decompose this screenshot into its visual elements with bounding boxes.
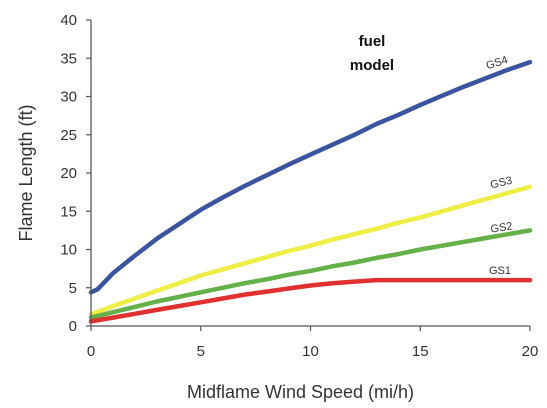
y-tick-label: 25 bbox=[60, 127, 77, 144]
x-tick-label: 15 bbox=[412, 343, 429, 360]
y-tick-label: 30 bbox=[60, 89, 77, 106]
x-tick-label: 0 bbox=[87, 343, 95, 360]
y-tick-label: 15 bbox=[60, 203, 77, 220]
x-tick-label: 20 bbox=[522, 343, 539, 360]
x-tick-label: 10 bbox=[302, 343, 319, 360]
y-ticks: 0 5 10 15 20 25 30 35 40 bbox=[60, 12, 91, 335]
series-line-gs2 bbox=[88, 228, 533, 320]
series-line-gs1 bbox=[88, 277, 533, 324]
y-tick-label: 5 bbox=[69, 280, 77, 297]
x-axis-title: Midflame Wind Speed (mi/h) bbox=[187, 382, 414, 402]
y-tick-label: 40 bbox=[60, 12, 77, 29]
y-tick-label: 10 bbox=[60, 242, 77, 259]
series-label-gs3: GS3 bbox=[489, 175, 513, 192]
fuel-model-annotation-line-2: model bbox=[350, 57, 394, 74]
plot-area bbox=[91, 20, 530, 326]
y-tick-label: 35 bbox=[60, 50, 77, 67]
series-layer bbox=[88, 59, 533, 324]
x-ticks: 0 5 10 15 20 bbox=[87, 326, 539, 360]
y-tick-label: 20 bbox=[60, 165, 77, 182]
series-label-gs2: GS2 bbox=[490, 220, 514, 235]
series-line-gs3 bbox=[88, 184, 533, 317]
series-line-gs4 bbox=[88, 59, 533, 295]
plot-background bbox=[91, 20, 530, 326]
fuel-model-annotation-line-1: fuel bbox=[359, 33, 386, 50]
y-axis-title: Flame Length (ft) bbox=[16, 104, 36, 241]
series-label-gs1: GS1 bbox=[489, 265, 511, 277]
x-tick-label: 5 bbox=[197, 343, 205, 360]
y-tick-label: 0 bbox=[69, 318, 77, 335]
